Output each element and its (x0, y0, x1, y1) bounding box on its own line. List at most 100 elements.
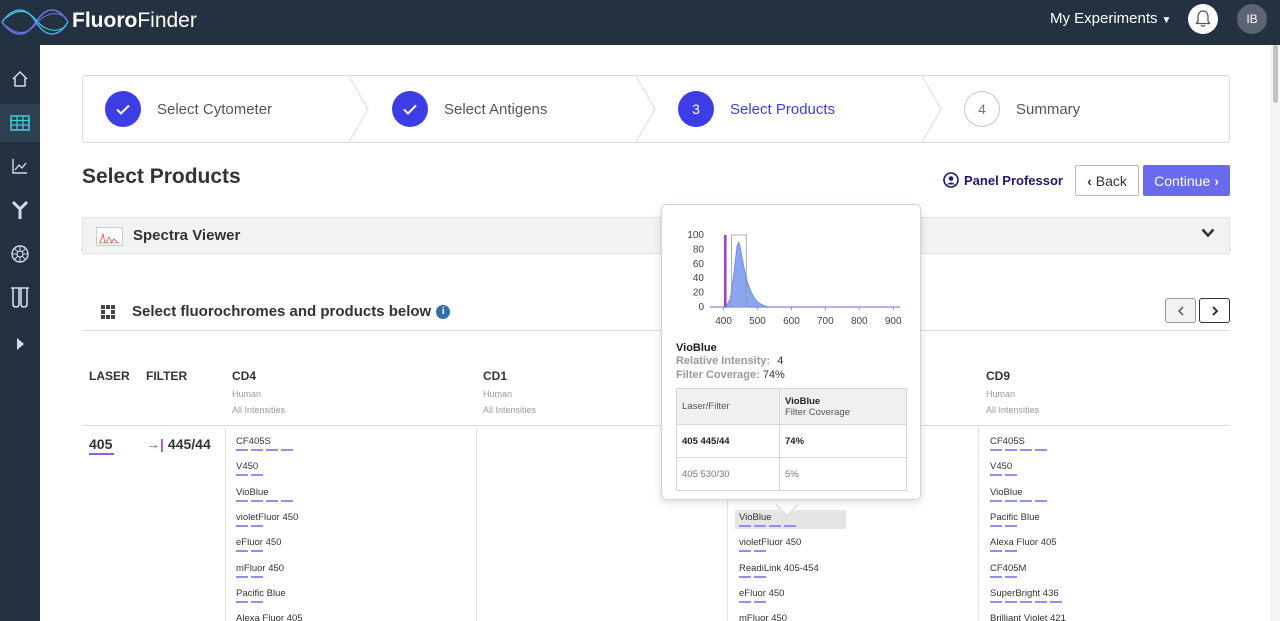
column-separator (476, 426, 477, 621)
my-experiments-menu[interactable]: My Experiments ▼ (1050, 10, 1171, 27)
sidebar-item-products[interactable] (0, 104, 40, 142)
page-next-button[interactable] (1199, 298, 1230, 323)
product-item[interactable]: Alexa Fluor 405 (236, 613, 303, 621)
product-item[interactable]: Alexa Fluor 405 (990, 537, 1057, 549)
antigen-intensity: All Intensities (986, 405, 1040, 415)
step-select-antigens[interactable]: Select Antigens (392, 76, 547, 142)
continue-button[interactable]: Continue › (1143, 165, 1230, 196)
intensity-bars (739, 550, 766, 553)
product-item[interactable]: V450 (236, 461, 259, 473)
table-cell-coverage: 5% (779, 457, 907, 491)
page-scrollbar[interactable] (1270, 45, 1280, 621)
spectrum-chart: 0 20 40 60 80 100 400 500 600 700 800 900 (687, 230, 902, 327)
intensity-bars (990, 575, 1017, 578)
intensity-bar (1005, 600, 1017, 603)
intensity-bars (236, 499, 293, 502)
laser-value[interactable]: 405 (89, 436, 113, 452)
filter-cell[interactable]: →| 445/44 (146, 436, 211, 452)
column-separator (225, 426, 226, 621)
step-summary[interactable]: 4 Summary (964, 76, 1080, 142)
intensity-bar (236, 550, 248, 553)
intensity-bars (990, 474, 1017, 477)
intensity-bar (236, 499, 248, 502)
sidebar-item-tubes[interactable] (0, 278, 40, 316)
intensity-bars (990, 600, 1062, 603)
product-item[interactable]: CF405M (990, 562, 1027, 574)
x-tick-label: 800 (851, 316, 868, 327)
product-item[interactable]: mFluor 450 (739, 613, 788, 621)
col-header-antigen[interactable]: CD1 (483, 369, 508, 383)
product-item[interactable]: CF405S (236, 436, 271, 447)
intensity-bars (990, 550, 1017, 553)
intensity-bar (1005, 524, 1017, 527)
col-header-antigen[interactable]: CD9 (986, 369, 1011, 383)
product-item[interactable]: V450 (990, 461, 1013, 473)
avatar[interactable]: IB (1237, 4, 1267, 34)
intensity-bar (739, 575, 751, 578)
step-select-products[interactable]: 3 Select Products (678, 76, 835, 142)
intensity-bars (739, 575, 766, 578)
product-item[interactable]: mFluor 450 (236, 562, 285, 574)
column-separator (978, 426, 979, 621)
sidebar-expand[interactable] (0, 325, 40, 363)
x-tick-label: 900 (885, 316, 902, 327)
chevron-down-icon[interactable] (1201, 228, 1215, 238)
scrollbar-thumb[interactable] (1273, 45, 1278, 103)
product-item[interactable]: violetFluor 450 (739, 537, 802, 549)
table-cell-filter: 405 445/44 (676, 424, 780, 458)
y-tick-label: 60 (693, 259, 705, 270)
product-item[interactable]: ReadiLink 405-454 (739, 562, 819, 574)
intensity-bar (990, 499, 1002, 502)
product-item[interactable]: VioBlue (236, 486, 269, 498)
intensity-bar (784, 525, 796, 527)
intensity-bar (266, 499, 278, 502)
product-item[interactable]: eFluor 450 (739, 587, 785, 599)
step-select-cytometer[interactable]: Select Cytometer (105, 76, 272, 142)
intensity-bar (266, 449, 278, 451)
product-item[interactable]: Pacific Blue (236, 587, 286, 599)
product-item[interactable]: violetFluor 450 (236, 511, 299, 523)
product-item[interactable]: eFluor 450 (236, 537, 282, 549)
intensity-bar (236, 449, 248, 451)
popover-product-name: VioBlue (676, 342, 717, 354)
grid-dots-icon (101, 304, 115, 319)
table-cell-coverage: 74% (779, 424, 907, 458)
filter-coverage-value: 74% (762, 369, 785, 381)
product-item[interactable]: VioBlue (990, 486, 1023, 498)
intensity-bar (769, 525, 781, 527)
panel-professor-link[interactable]: Panel Professor (943, 172, 1063, 188)
page-prev-button[interactable] (1165, 298, 1196, 323)
intensity-bar (1035, 499, 1047, 502)
product-item[interactable]: Brilliant Violet 421 (990, 613, 1066, 621)
product-item[interactable]: SuperBright 436 (990, 587, 1059, 599)
step-label: Select Cytometer (157, 100, 273, 118)
sidebar-item-antibodies[interactable] (0, 191, 40, 229)
intensity-bar (236, 524, 248, 527)
intensity-bar (990, 550, 1002, 553)
rel-intensity-value: 4 (777, 355, 784, 367)
col-header-laser: LASER (89, 369, 130, 383)
sidebar-item-cytometers[interactable] (0, 235, 40, 273)
product-item[interactable]: Pacific Blue (990, 511, 1040, 523)
intensity-bar (990, 474, 1002, 477)
chevron-left-icon: ‹ (1087, 172, 1092, 189)
table-cell-filter: 405 530/30 (676, 457, 780, 491)
continue-label: Continue (1154, 172, 1211, 189)
cytometer-icon (11, 245, 29, 263)
intensity-bar (754, 550, 766, 553)
intensity-bar (990, 575, 1002, 578)
intensity-bar (281, 449, 293, 451)
back-button[interactable]: ‹ Back (1075, 165, 1139, 196)
notifications-button[interactable] (1188, 4, 1218, 34)
logo-waves-icon (1, 9, 69, 35)
tubes-icon (11, 287, 29, 308)
product-item[interactable]: CF405S (990, 436, 1025, 447)
spectra-viewer-panel[interactable]: Spectra Viewer (82, 217, 1230, 254)
intensity-bar (990, 524, 1002, 527)
info-icon[interactable]: i (436, 304, 451, 319)
page-title: Select Products (82, 165, 241, 188)
col-header-antigen[interactable]: CD4 (232, 369, 257, 383)
sidebar-item-spectra[interactable] (0, 147, 40, 185)
product-item[interactable]: VioBlue (739, 512, 772, 523)
sidebar-item-home[interactable] (0, 60, 40, 98)
